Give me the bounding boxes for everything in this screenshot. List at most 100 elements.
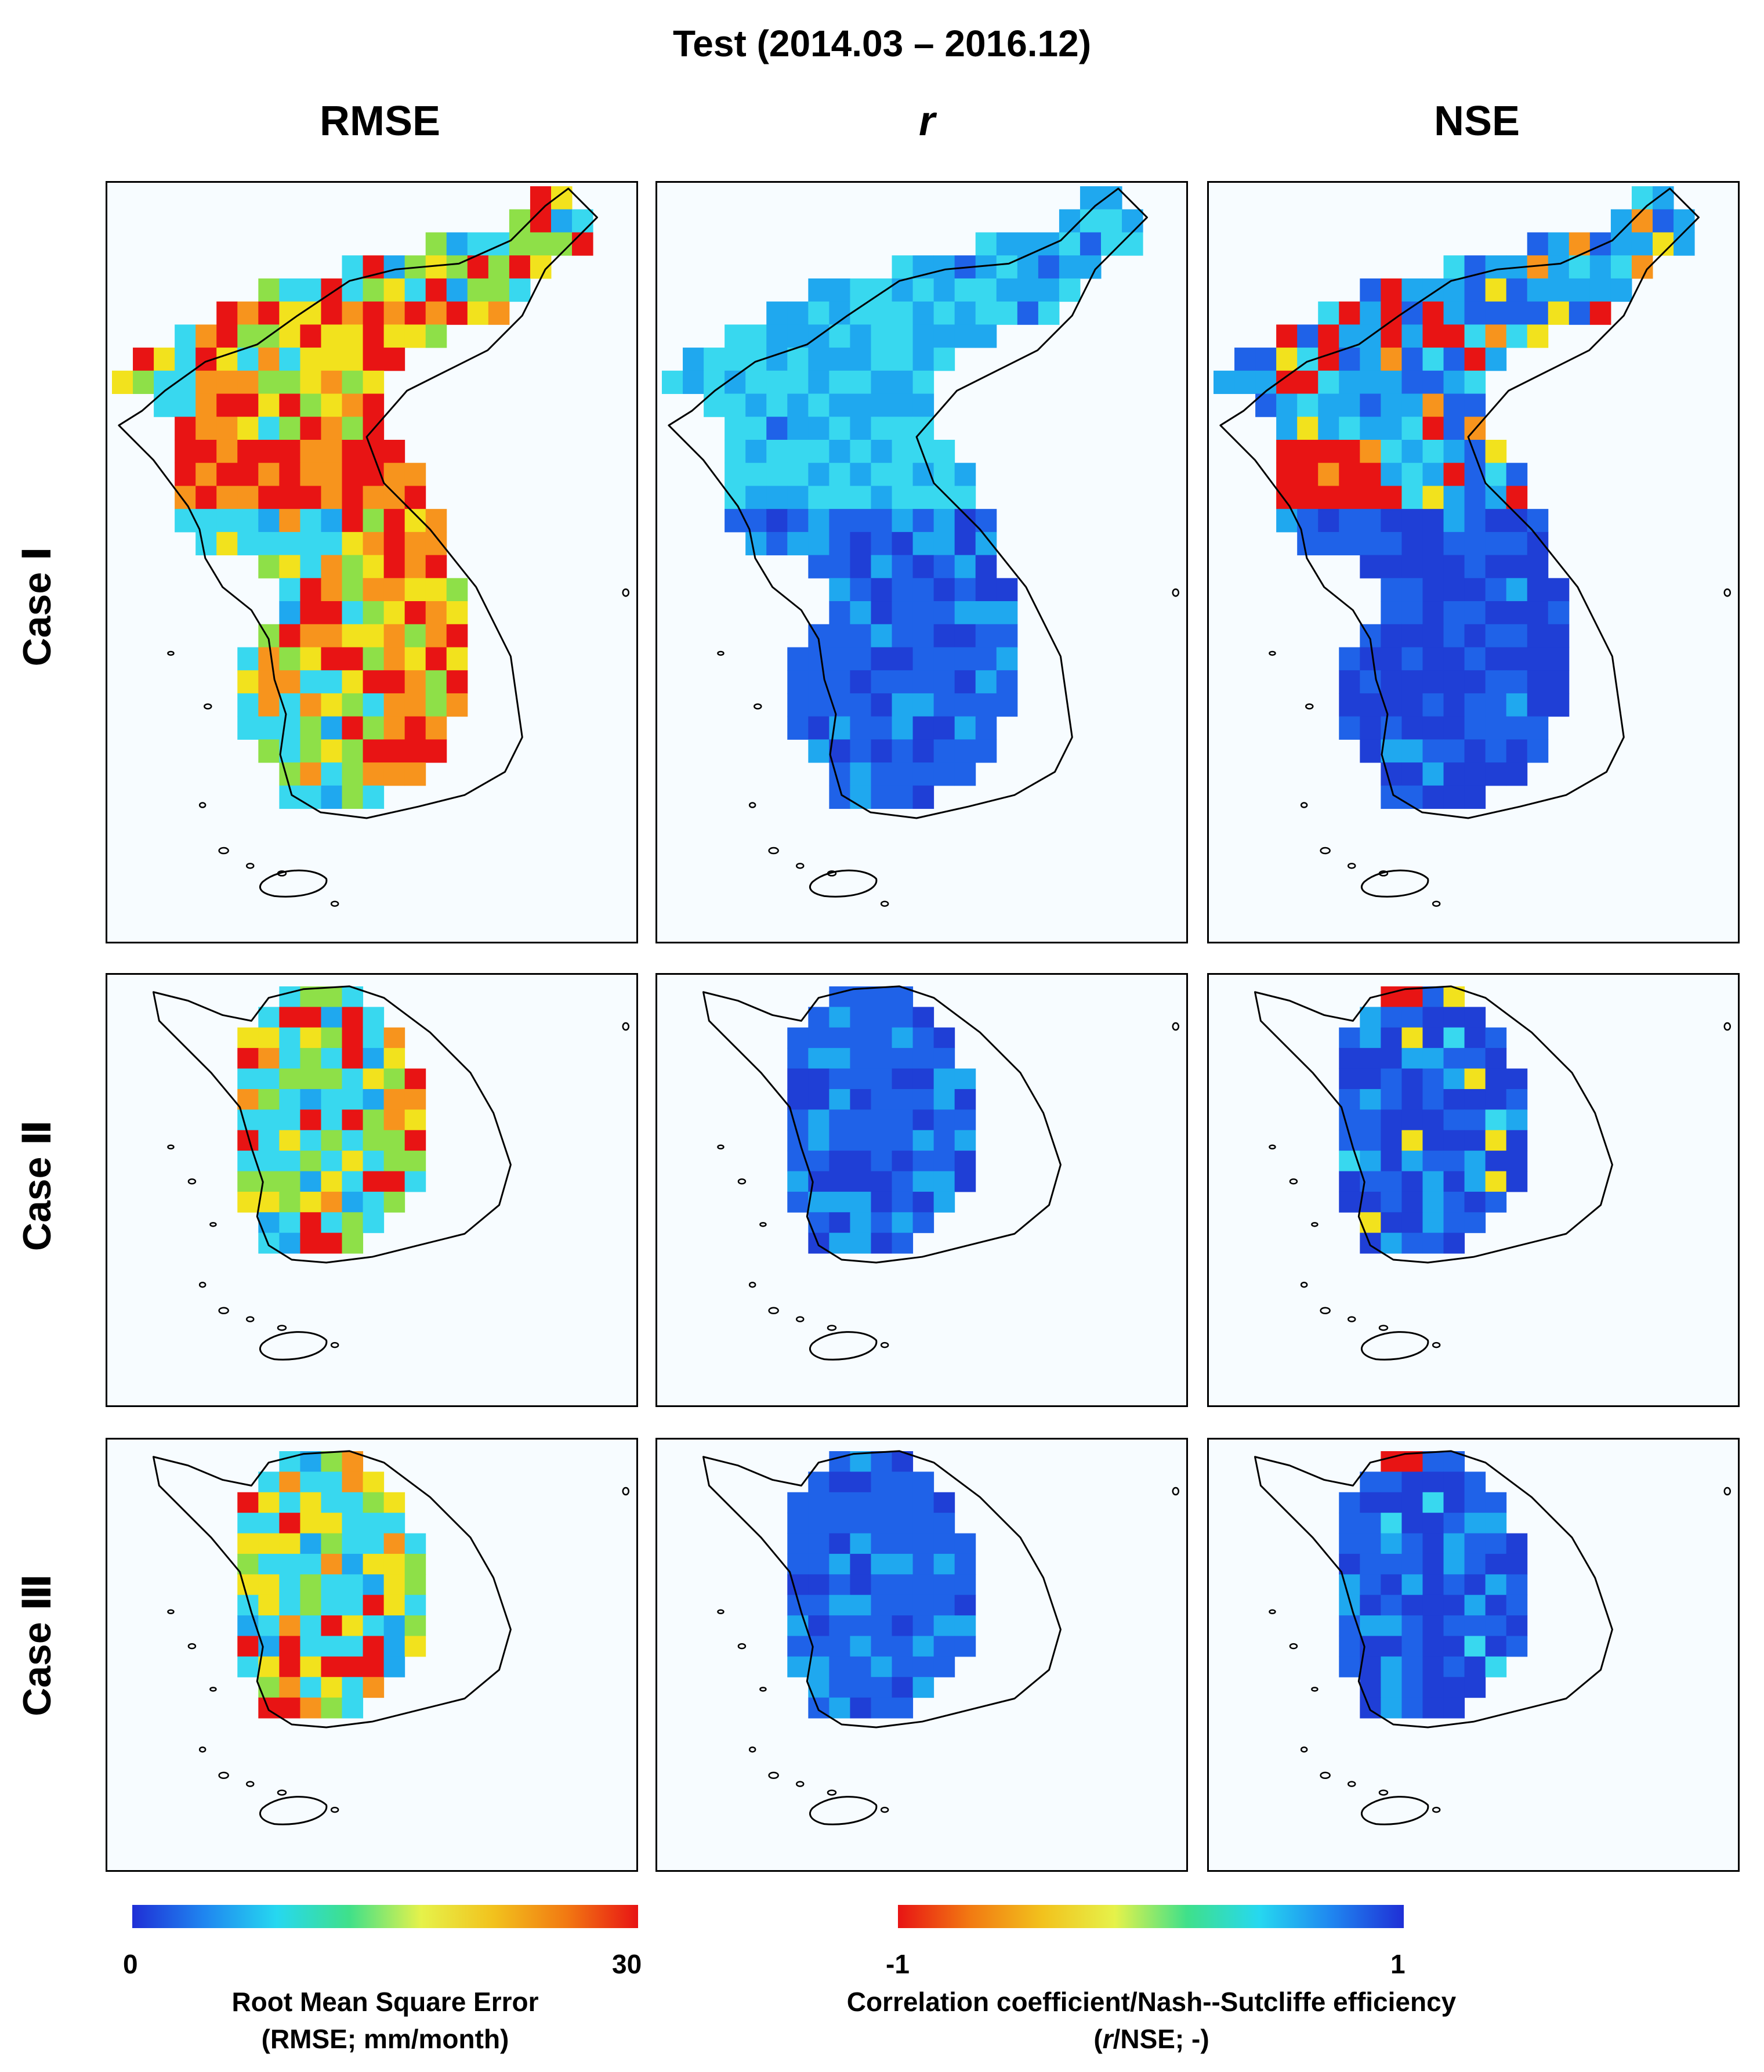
grid-cell [766,370,788,395]
island-outline [768,1771,779,1780]
grid-cell [300,555,321,578]
grid-cell [154,348,175,371]
grid-cell [279,670,300,694]
grid-cell [912,486,934,509]
grid-cell [321,1594,343,1616]
grid-cell [1401,324,1423,348]
grid-cell [829,462,850,486]
grid-cell [787,1089,809,1110]
grid-cell [195,486,217,509]
grid-cell [1360,1594,1381,1616]
grid-cell [704,348,725,371]
grid-cell [300,1089,321,1110]
grid-cell [1276,439,1298,464]
grid-cell [954,1130,976,1151]
grid-cell [850,1007,871,1028]
grid-cell [1360,693,1381,717]
grid-cell [321,348,343,371]
grid-cell [1401,693,1423,717]
grid-cell [446,232,468,256]
grid-cell [300,1513,321,1534]
grid-cell [1381,1656,1402,1677]
grid-cell [871,1212,893,1234]
grid-cell [321,1130,343,1151]
grid-cell [300,1615,321,1636]
island-outline [1289,1178,1298,1185]
grid-cell [850,348,871,371]
grid-cell [175,348,196,371]
grid-cell [1506,1574,1528,1596]
grid-cell [404,762,426,786]
grid-cell [892,348,914,371]
jeju-island-outline [259,1331,328,1361]
grid-cell [1401,1171,1423,1192]
grid-cell [342,1636,364,1657]
colorbar-r-nse-title-line2: (r/NSE; -) [1093,2024,1209,2054]
island-outline [1723,1487,1732,1496]
grid-cell [1017,301,1039,325]
grid-cell [258,647,280,671]
grid-cell [404,739,426,763]
island-outline [1269,1144,1276,1150]
grid-cell [1234,370,1256,395]
grid-cell [237,439,259,464]
island-outline [167,1609,175,1615]
grid-cell [363,370,385,395]
grid-cell [279,1191,300,1213]
island-outline [1289,1643,1298,1650]
grid-cell [933,624,955,648]
grid-cell [383,1171,405,1192]
grid-cell [300,1191,321,1213]
grid-cell [342,762,364,786]
island-outline [717,1144,725,1150]
grid-cell [933,1130,955,1151]
grid-cell [1422,716,1444,740]
grid-cell [912,1151,934,1171]
grid-cell [321,624,343,648]
grid-cell [1422,301,1444,325]
grid-cell [829,348,850,371]
map-panel-case3-rmse [106,1438,638,1872]
grid-cell [1506,301,1528,325]
grid-cell [871,1533,893,1554]
grid-cell [1381,1574,1402,1596]
grid-cell [808,1089,830,1110]
grid-cell [1381,531,1402,556]
grid-cell [216,462,238,486]
grid-cell [1506,1151,1528,1171]
grid-cell [300,1027,321,1048]
grid-cell [850,1677,871,1698]
grid-cell [725,509,746,533]
grid-cell [933,693,955,717]
grid-cell [933,601,955,625]
map-canvas [702,1450,1180,1825]
grid-cell [1339,1553,1360,1575]
grid-cell [933,348,955,371]
grid-cell [425,647,447,671]
grid-cell [321,1089,343,1110]
grid-cell [258,1513,280,1534]
grid-cell [1122,232,1143,256]
grid-cell [237,1492,259,1513]
grid-cell [954,1089,976,1110]
grid-cell [112,370,133,395]
grid-cell [383,324,405,348]
grid-cell [933,1615,955,1636]
grid-cell [871,1048,893,1069]
grid-cell [1401,1615,1423,1636]
grid-cell [850,1533,871,1554]
grid-cell [1360,1471,1381,1493]
grid-cell [1401,1027,1423,1048]
grid-cell [933,1048,955,1069]
grid-cell [1401,509,1423,533]
grid-cell [829,1656,850,1677]
grid-cell [1422,647,1444,671]
grid-cell [933,1068,955,1090]
grid-cell [892,531,914,556]
island-outline [218,1771,229,1780]
grid-cell [787,324,809,348]
grid-cell [1017,255,1039,279]
grid-cell [279,1471,300,1493]
grid-cell [892,670,914,694]
grid-cell [933,578,955,602]
